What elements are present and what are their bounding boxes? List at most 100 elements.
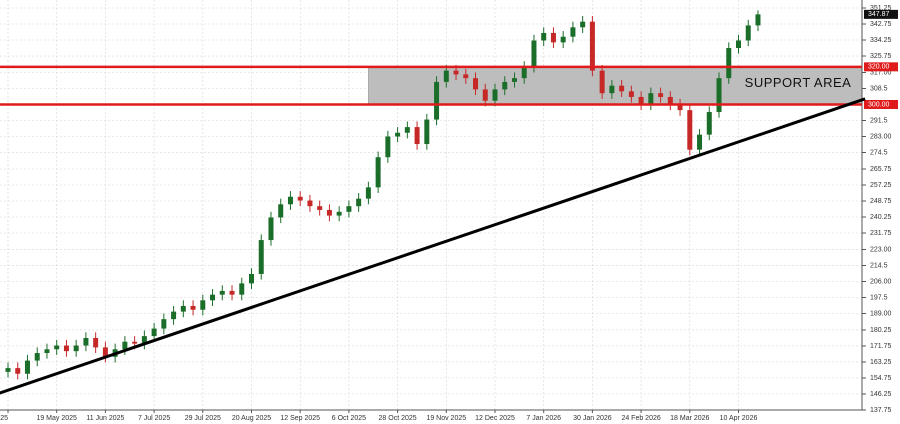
y-tick-label: 240.25 bbox=[870, 214, 892, 221]
y-tick-label: 197.5 bbox=[870, 294, 888, 301]
y-tick-label: 283.00 bbox=[870, 133, 892, 140]
candle-body bbox=[648, 93, 654, 105]
candle-body bbox=[560, 36, 566, 43]
candle-body bbox=[297, 196, 303, 201]
x-tick-label: 18 Mar 2026 bbox=[670, 415, 709, 422]
candle-body bbox=[424, 119, 430, 145]
candle-body bbox=[414, 127, 420, 145]
candle-body bbox=[93, 337, 99, 348]
candle-body bbox=[278, 204, 284, 218]
candle-body bbox=[638, 96, 644, 105]
x-tick-label: 19 Nov 2025 bbox=[426, 415, 466, 422]
candle-body bbox=[745, 25, 751, 41]
x-tick-label: 7 Jan 2026 bbox=[526, 415, 561, 422]
candle-body bbox=[609, 85, 615, 94]
candle-body bbox=[336, 211, 342, 216]
level-label-box bbox=[864, 62, 898, 72]
y-tick-label: 265.75 bbox=[870, 166, 892, 173]
x-tick-label: 6 Oct 2025 bbox=[332, 415, 366, 422]
candle-body bbox=[375, 157, 381, 188]
y-tick-label: 274.5 bbox=[870, 149, 888, 156]
x-tick-label: 12 Dec 2025 bbox=[475, 415, 515, 422]
candle-body bbox=[511, 78, 517, 82]
candle-body bbox=[15, 368, 21, 374]
candle-body bbox=[161, 319, 167, 329]
y-tick-label: 214.5 bbox=[870, 262, 888, 269]
candle-body bbox=[395, 132, 401, 137]
candle-body bbox=[239, 283, 245, 295]
candle-body bbox=[492, 89, 498, 101]
candle-body bbox=[453, 70, 459, 75]
y-tick-label: 351.25 bbox=[870, 5, 892, 12]
candle-body bbox=[550, 32, 556, 43]
candle-body bbox=[287, 196, 293, 205]
candle-body bbox=[34, 353, 40, 361]
y-tick-label: 334.25 bbox=[870, 37, 892, 44]
y-tick-label: 146.25 bbox=[870, 391, 892, 398]
x-tick-label: 20 Aug 2025 bbox=[232, 415, 271, 422]
candle-body bbox=[249, 273, 254, 284]
candle-body bbox=[122, 341, 128, 350]
x-tick-label: 11 Jun 2025 bbox=[86, 415, 124, 422]
y-tick-label: 180.25 bbox=[870, 327, 892, 334]
candle-body bbox=[151, 328, 157, 337]
candle-body bbox=[229, 290, 235, 295]
x-tick-label: 12 Sep 2025 bbox=[280, 415, 320, 422]
x-tick-label: Apr 2025 bbox=[0, 415, 8, 422]
candle-body bbox=[502, 81, 508, 90]
candle-body bbox=[667, 96, 673, 105]
support-area-label: SUPPORT AREA bbox=[745, 75, 852, 90]
candle-body bbox=[736, 40, 741, 49]
x-tick-label: 28 Oct 2025 bbox=[379, 415, 417, 422]
y-tick-label: 325.75 bbox=[870, 53, 892, 60]
candle-body bbox=[677, 104, 683, 111]
y-tick-label: 291.5 bbox=[870, 117, 888, 124]
candle-body bbox=[726, 48, 732, 79]
candle-body bbox=[24, 360, 30, 374]
y-tick-label: 257.25 bbox=[870, 182, 892, 189]
candle-body bbox=[63, 345, 69, 352]
candle-body bbox=[687, 110, 693, 150]
level-label: 320.00 bbox=[868, 64, 890, 71]
candle-body bbox=[307, 200, 313, 207]
candle-body bbox=[210, 294, 216, 301]
y-tick-label: 171.75 bbox=[870, 343, 892, 350]
candle-body bbox=[658, 93, 664, 97]
y-tick-label: 206.00 bbox=[870, 278, 892, 285]
y-tick-label: 248.75 bbox=[870, 198, 892, 205]
x-tick-label: 10 Apr 2026 bbox=[720, 415, 758, 422]
candle-body bbox=[268, 217, 274, 241]
candle-body bbox=[697, 134, 703, 150]
candle-body bbox=[102, 347, 108, 357]
candle-body bbox=[171, 311, 177, 320]
candle-body bbox=[200, 300, 206, 310]
candle-body bbox=[434, 81, 440, 120]
candle-body bbox=[541, 32, 547, 41]
y-tick-label: 154.75 bbox=[870, 375, 892, 382]
x-tick-label: 30 Jan 2026 bbox=[573, 415, 612, 422]
candle-body bbox=[73, 345, 79, 352]
level-label: 300.00 bbox=[868, 101, 890, 108]
candle-body bbox=[317, 206, 323, 210]
candle-body bbox=[473, 78, 479, 90]
y-tick-label: 189.00 bbox=[870, 310, 892, 317]
last-price-label: 347.87 bbox=[868, 11, 890, 18]
candle-body bbox=[706, 112, 712, 135]
candle-body bbox=[443, 70, 449, 82]
candle-body bbox=[385, 136, 391, 158]
candle-body bbox=[589, 21, 595, 71]
candle-body bbox=[258, 240, 264, 274]
y-tick-label: 163.25 bbox=[870, 359, 892, 366]
x-tick-label: 19 May 2025 bbox=[36, 415, 77, 422]
candle-body bbox=[326, 209, 332, 216]
candle-body bbox=[580, 21, 586, 28]
candle-body bbox=[180, 305, 186, 312]
y-tick-label: 308.5 bbox=[870, 85, 888, 92]
y-tick-label: 231.75 bbox=[870, 230, 892, 237]
candle-body bbox=[463, 74, 469, 79]
candle-body bbox=[44, 349, 50, 354]
level-label-box bbox=[864, 99, 898, 109]
candle-body bbox=[190, 305, 196, 310]
y-tick-label: 137.75 bbox=[870, 407, 892, 414]
candle-body bbox=[132, 341, 138, 344]
